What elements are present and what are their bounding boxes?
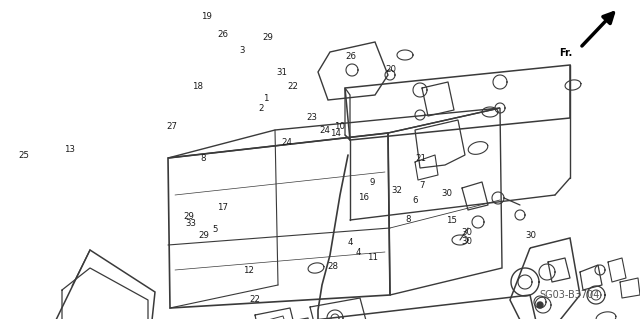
Text: 23: 23 xyxy=(307,113,318,122)
Text: SG03-B3704: SG03-B3704 xyxy=(540,290,600,300)
Text: 13: 13 xyxy=(63,145,75,154)
Text: 18: 18 xyxy=(191,82,203,91)
Text: 3: 3 xyxy=(239,46,244,55)
Text: 29: 29 xyxy=(198,231,209,240)
Text: 22: 22 xyxy=(249,295,260,304)
Text: 24: 24 xyxy=(319,126,331,135)
Text: 29: 29 xyxy=(262,33,273,42)
Text: 22: 22 xyxy=(287,82,299,91)
Text: 15: 15 xyxy=(445,216,457,225)
Text: 26: 26 xyxy=(345,52,356,61)
Text: 6: 6 xyxy=(412,197,417,205)
Text: 25: 25 xyxy=(19,151,30,160)
Text: 12: 12 xyxy=(243,266,254,275)
Text: 30: 30 xyxy=(461,237,473,246)
Text: 33: 33 xyxy=(185,219,196,228)
Text: 9: 9 xyxy=(370,178,375,187)
Text: 30: 30 xyxy=(461,228,473,237)
Text: 16: 16 xyxy=(358,193,369,202)
Text: 8: 8 xyxy=(406,215,411,224)
Text: 7: 7 xyxy=(420,181,425,189)
Text: 11: 11 xyxy=(367,253,378,262)
Text: 17: 17 xyxy=(217,204,228,212)
Text: 10: 10 xyxy=(333,122,345,131)
Polygon shape xyxy=(537,302,543,308)
Text: 1: 1 xyxy=(263,94,268,103)
Text: 14: 14 xyxy=(330,129,342,138)
Text: 28: 28 xyxy=(327,262,339,271)
Text: Fr.: Fr. xyxy=(559,48,572,58)
Text: 32: 32 xyxy=(391,186,403,195)
Text: 21: 21 xyxy=(415,154,427,163)
Text: 4: 4 xyxy=(348,238,353,247)
Text: 30: 30 xyxy=(525,231,537,240)
Text: 27: 27 xyxy=(166,122,177,130)
Text: 30: 30 xyxy=(441,189,452,198)
Text: 19: 19 xyxy=(201,12,211,21)
Text: 4: 4 xyxy=(356,248,361,256)
Text: 8: 8 xyxy=(201,154,206,163)
Text: 20: 20 xyxy=(385,65,396,74)
Text: 5: 5 xyxy=(212,225,218,234)
Text: 31: 31 xyxy=(276,68,287,77)
Text: 26: 26 xyxy=(217,30,228,39)
Text: 2: 2 xyxy=(259,104,264,113)
Text: 24: 24 xyxy=(281,138,292,147)
Text: 29: 29 xyxy=(184,212,194,221)
